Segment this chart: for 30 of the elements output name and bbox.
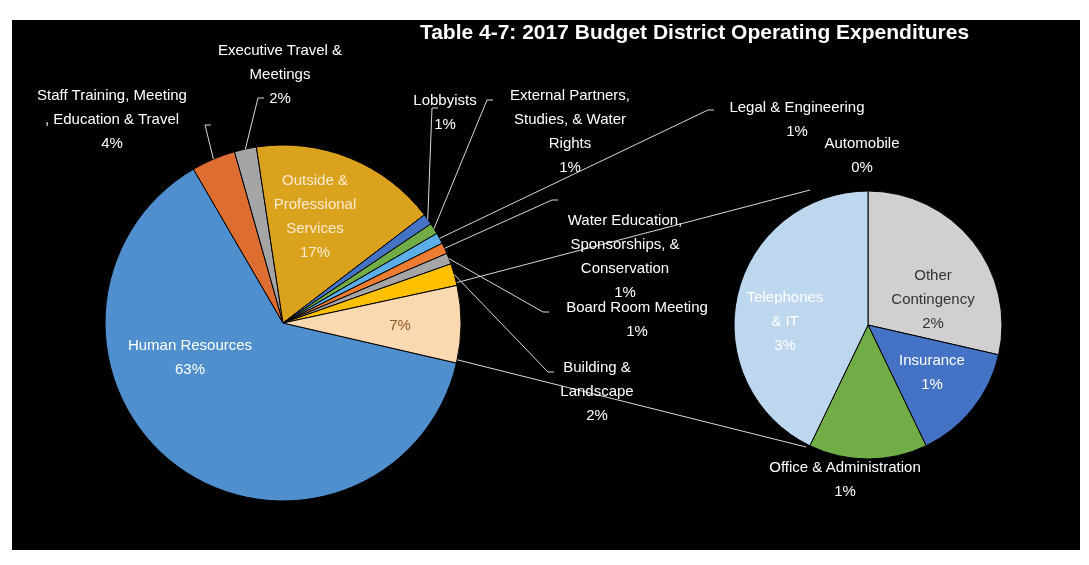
- data-label: 1%: [786, 122, 808, 140]
- slice-label: Insurance: [899, 351, 965, 369]
- slice-label: Lobbyists: [413, 91, 477, 109]
- data-label: 1%: [614, 283, 636, 301]
- slice-label: Outside & Professional Services: [273, 171, 357, 237]
- data-label: 17%: [299, 243, 331, 261]
- data-label: 2%: [586, 406, 608, 424]
- data-label: 1%: [559, 158, 581, 176]
- data-label: 1%: [626, 322, 648, 340]
- data-label: 2%: [269, 89, 291, 107]
- slice-label: Legal & Engineering: [729, 98, 865, 116]
- chart-title: Table 4-7: 2017 Budget District Operating Expenditures: [419, 20, 970, 43]
- data-label: 3%: [774, 336, 796, 354]
- data-label: 1%: [434, 115, 456, 133]
- data-label: 1%: [834, 482, 856, 500]
- slice-label: Human Resources: [127, 336, 253, 354]
- category-label: Automobile: [824, 134, 900, 152]
- data-label: 1%: [921, 375, 943, 393]
- data-label: 7%: [389, 316, 411, 334]
- slice-label: Board Room Meeting: [566, 298, 708, 316]
- slice-label: Telephones & IT: [746, 288, 824, 330]
- slice-label: Staff Training, Meeting , Education & Travel: [37, 86, 187, 128]
- text: 0%: [851, 158, 873, 176]
- slice-label: External Partners, Studies, & Water Rights: [509, 86, 631, 152]
- data-label: 4%: [101, 134, 123, 152]
- slice-label: Executive Travel & Meetings: [217, 41, 343, 83]
- slice-label: Other Contingency: [891, 266, 976, 308]
- slice-label: Office & Administration: [769, 458, 921, 476]
- data-label: 63%: [174, 360, 206, 378]
- data-label: 2%: [922, 314, 944, 332]
